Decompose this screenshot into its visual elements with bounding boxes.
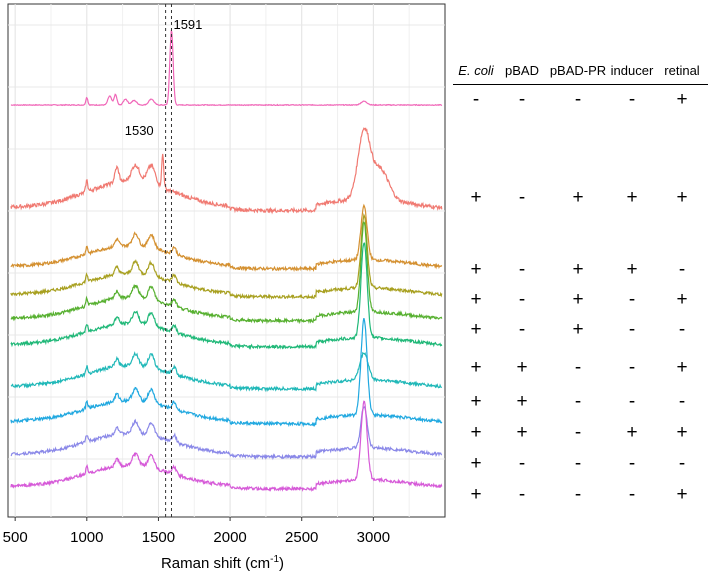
x-tick-label: 1500	[142, 529, 175, 546]
table-cell: +	[470, 453, 482, 474]
table-cell: -	[628, 319, 636, 340]
x-tick-label: 3000	[357, 529, 390, 546]
spectrum-line-2	[10, 127, 443, 215]
table-cell: -	[574, 453, 582, 474]
plot-area	[7, 3, 446, 518]
spectrum-line-10	[10, 400, 443, 492]
table-cell: +	[470, 422, 482, 443]
table-cell: +	[516, 391, 528, 412]
table-cell: -	[628, 453, 636, 474]
table-cell: +	[470, 357, 482, 378]
table-cell: +	[470, 259, 482, 280]
x-tick-label: 500	[3, 529, 28, 546]
table-cell: -	[518, 484, 526, 505]
table-cell: -	[628, 289, 636, 310]
table-cell: +	[676, 484, 688, 505]
spectrum-line-5	[10, 221, 443, 325]
table-cell: -	[472, 89, 480, 110]
header-rule	[453, 84, 708, 85]
table-header-2: pBAD	[505, 63, 539, 78]
annotations: 1591 1530	[125, 17, 203, 138]
spectrum-line-8	[10, 317, 443, 428]
table-cell: +	[516, 422, 528, 443]
peak-label: 1591	[173, 17, 202, 32]
table-cell: -	[678, 319, 686, 340]
spectrum-line-6	[10, 242, 443, 350]
table-cell: -	[518, 289, 526, 310]
table-cell: +	[676, 187, 688, 208]
table-cell: -	[574, 391, 582, 412]
table-cell: -	[628, 391, 636, 412]
table-cell: +	[572, 319, 584, 340]
table-cell: +	[470, 484, 482, 505]
table-cell: +	[676, 89, 688, 110]
table-header-4: inducer	[610, 63, 654, 78]
table-cell: -	[574, 357, 582, 378]
table-cell: +	[470, 289, 482, 310]
x-tick-label: 1000	[70, 529, 103, 546]
peak-label: 1530	[125, 123, 154, 138]
grid	[8, 4, 445, 517]
table-header-5: retinal	[664, 63, 700, 78]
table-cell: -	[628, 89, 636, 110]
table-cell: -	[518, 187, 526, 208]
table-cell: -	[518, 259, 526, 280]
x-axis: 500 1000 1500 2000 2500 3000	[3, 517, 390, 546]
table-cell: +	[470, 187, 482, 208]
table-cell: -	[518, 453, 526, 474]
table-cell: -	[678, 259, 686, 280]
table-cell: +	[572, 289, 584, 310]
reference-lines	[165, 4, 172, 517]
table-cell: -	[628, 484, 636, 505]
table-cell: +	[676, 289, 688, 310]
table-cell: -	[574, 484, 582, 505]
table-cell: +	[572, 187, 584, 208]
table-cell: +	[470, 391, 482, 412]
table-cell: -	[678, 391, 686, 412]
x-tick-label: 2000	[213, 529, 246, 546]
table-cell: +	[470, 319, 482, 340]
table-cell: +	[626, 187, 638, 208]
table-cell: -	[518, 319, 526, 340]
spectrum-line-3	[10, 203, 443, 273]
spectra-series	[10, 30, 443, 492]
table-cell: -	[574, 89, 582, 110]
table-cell: -	[628, 357, 636, 378]
spectrum-line-7	[10, 351, 443, 393]
table-cell: -	[678, 453, 686, 474]
table-header-1: E. coli	[458, 63, 494, 78]
table-cell: -	[518, 89, 526, 110]
table-cell: +	[676, 357, 688, 378]
spectrum-line-9	[10, 406, 443, 461]
table-cell: +	[676, 422, 688, 443]
table-cell: +	[572, 259, 584, 280]
x-axis-label: Raman shift (cm-1)	[160, 554, 285, 572]
spectrum-line-1	[10, 30, 443, 107]
table-cell: +	[516, 357, 528, 378]
x-tick-label: 2500	[285, 529, 318, 546]
table-cell: -	[574, 422, 582, 443]
table-cell: +	[626, 422, 638, 443]
table-header-3: pBAD-PR	[549, 63, 607, 78]
table-cell: +	[626, 259, 638, 280]
spectrum-line-4	[10, 212, 443, 300]
